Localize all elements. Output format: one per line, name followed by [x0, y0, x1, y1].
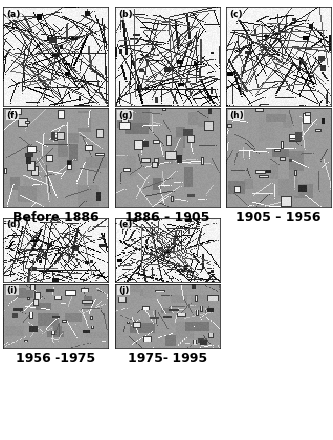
Text: (a): (a): [6, 11, 21, 19]
Text: (d): (d): [6, 220, 21, 229]
Text: (g): (g): [118, 111, 133, 120]
Text: (j): (j): [118, 286, 130, 295]
Text: (b): (b): [118, 11, 133, 19]
Text: 1956 -1975: 1956 -1975: [16, 352, 95, 365]
Text: 1975- 1995: 1975- 1995: [128, 352, 207, 365]
Text: (c): (c): [229, 11, 242, 19]
Text: 1886 – 1905: 1886 – 1905: [125, 211, 209, 224]
Text: (f): (f): [6, 111, 19, 120]
Text: (e): (e): [118, 220, 133, 229]
Text: Before 1886: Before 1886: [13, 211, 99, 224]
Text: (i): (i): [6, 286, 18, 295]
Text: (h): (h): [229, 111, 244, 120]
Text: 1905 – 1956: 1905 – 1956: [236, 211, 320, 224]
